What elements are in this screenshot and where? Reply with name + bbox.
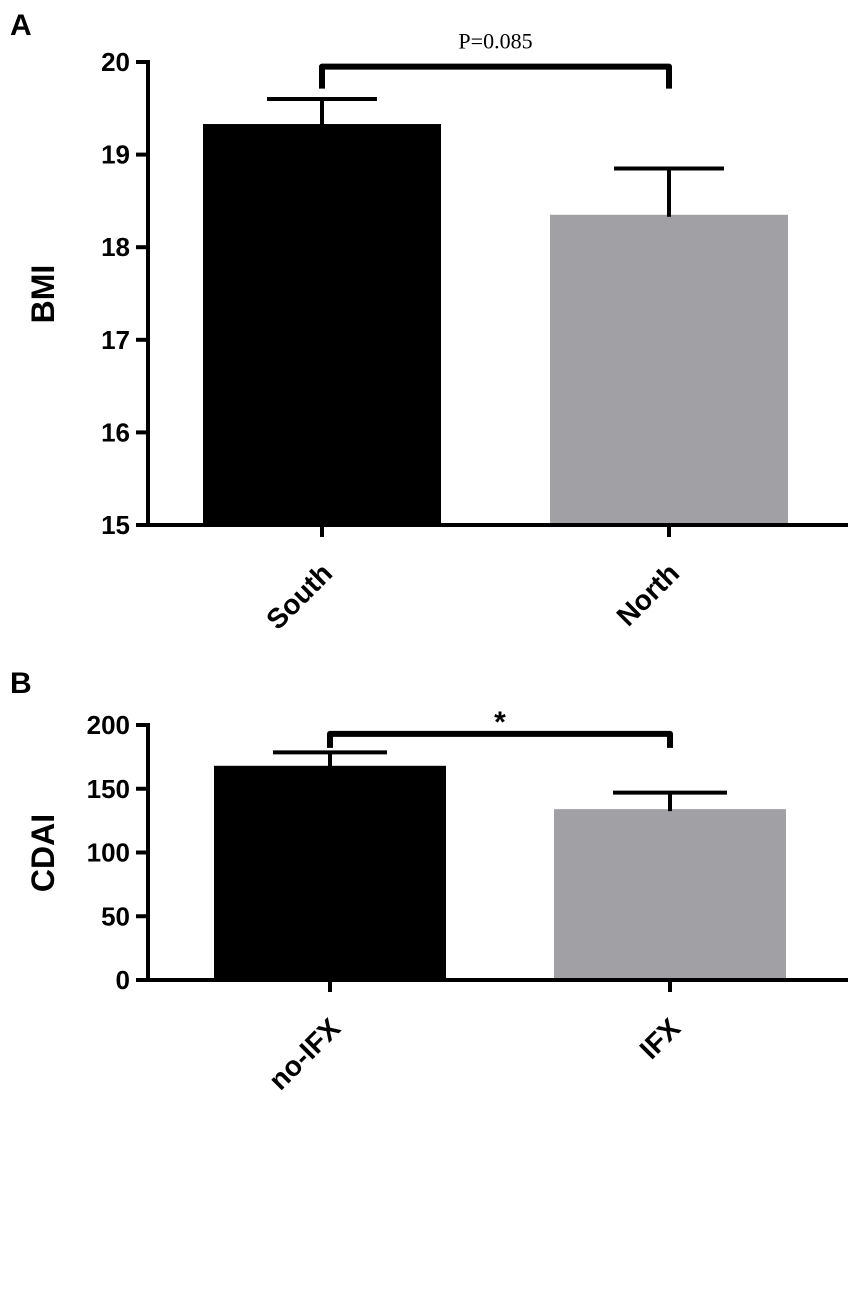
error-bar-no-ifx xyxy=(273,750,387,768)
panel-a: A 15 16 17 18 19 20 South North BMI P=0.085 xyxy=(10,9,848,635)
y-tick-label: 15 xyxy=(101,510,130,540)
y-tick-label: 17 xyxy=(101,325,130,355)
x-category-label: IFX xyxy=(634,1012,687,1065)
significance-label: P=0.085 xyxy=(458,29,532,54)
panel-letter: A xyxy=(10,9,32,42)
y-tick-label: 0 xyxy=(116,965,130,995)
error-bar-north xyxy=(614,166,724,217)
y-axis-title: CDAI xyxy=(25,814,61,892)
bar-north xyxy=(550,214,788,526)
bar-no-ifx xyxy=(214,765,446,980)
y-tick-label: 20 xyxy=(101,47,130,77)
y-axis-title: BMI xyxy=(25,265,61,324)
y-tick-label: 16 xyxy=(101,417,130,447)
bar-south xyxy=(203,124,441,526)
error-bar-south xyxy=(267,97,377,127)
y-tick-label: 150 xyxy=(87,774,130,804)
significance-bracket xyxy=(319,63,672,89)
y-tick-label: 18 xyxy=(101,232,130,262)
x-category-label: no-IFX xyxy=(263,1012,347,1096)
significance-bracket xyxy=(327,730,673,748)
bar-ifx xyxy=(554,809,786,980)
x-category-label: North xyxy=(611,557,686,632)
y-tick-label: 200 xyxy=(87,710,130,740)
y-tick-label: 19 xyxy=(101,140,130,170)
y-tick-label: 50 xyxy=(101,901,130,931)
panel-b: B 0 50 100 150 200 no-IFX IFX CDAI * xyxy=(10,667,848,1096)
error-bar-ifx xyxy=(613,790,727,812)
x-category-label: South xyxy=(260,557,338,635)
panel-letter: B xyxy=(10,667,32,700)
significance-label: * xyxy=(494,706,506,739)
y-tick-label: 100 xyxy=(87,838,130,868)
